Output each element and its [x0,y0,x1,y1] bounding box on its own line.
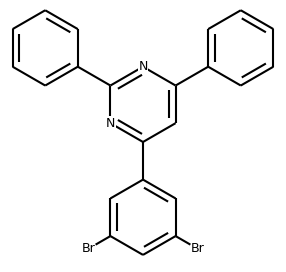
Text: Br: Br [81,242,95,255]
Text: Br: Br [191,242,205,255]
Text: N: N [138,60,148,73]
Text: N: N [106,117,115,130]
